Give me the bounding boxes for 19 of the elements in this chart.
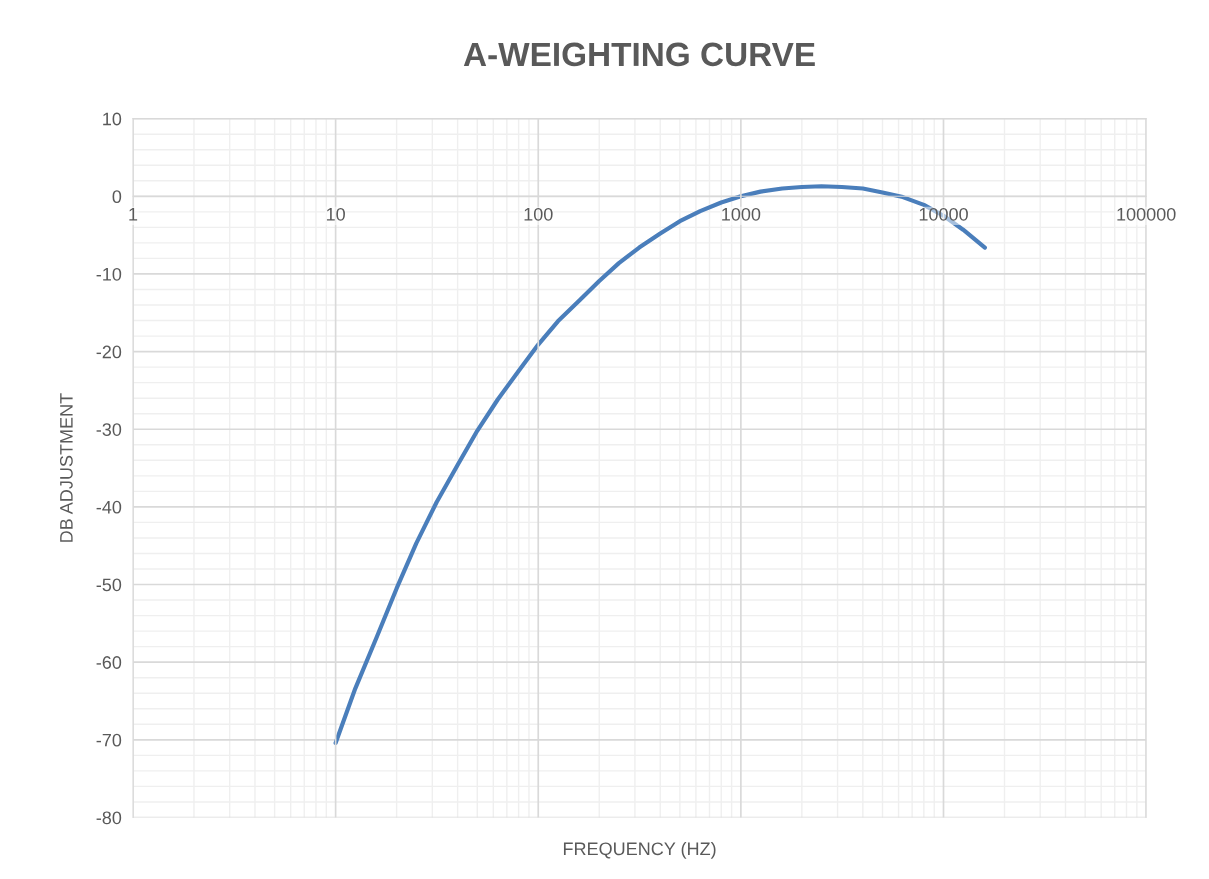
y-tick-label: -50 xyxy=(96,578,122,592)
y-tick-label: -70 xyxy=(96,733,122,747)
y-axis-title: DB ADJUSTMENT xyxy=(59,393,73,542)
x-tick-label: 1 xyxy=(129,208,138,221)
x-tick-label: 100 xyxy=(524,207,553,221)
x-tick-label: 10 xyxy=(326,207,345,221)
x-tick-label: 10000 xyxy=(919,207,968,221)
y-tick-label: -80 xyxy=(96,811,122,825)
x-tick-label: 1000 xyxy=(722,207,761,221)
x-tick-label: 100000 xyxy=(1117,207,1176,221)
y-tick-label: -30 xyxy=(96,423,122,436)
y-tick-label: -20 xyxy=(96,345,122,359)
x-axis-title: FREQUENCY (HZ) xyxy=(563,841,716,859)
y-tick-label: -60 xyxy=(96,656,122,669)
y-tick-label: 0 xyxy=(112,190,122,204)
y-tick-label: 10 xyxy=(103,112,122,126)
y-tick-label: -40 xyxy=(96,500,122,514)
chart-title: A-WEIGHTING CURVE xyxy=(463,42,815,67)
y-tick-label: -10 xyxy=(96,267,122,281)
